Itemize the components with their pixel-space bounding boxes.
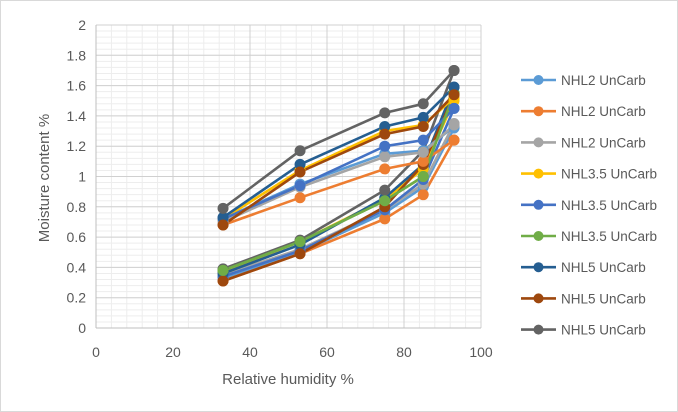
legend-marker — [533, 262, 544, 273]
series-8-point — [417, 121, 429, 133]
series-3-point — [379, 151, 391, 163]
series-8-point — [217, 219, 229, 231]
lower-series-8-point — [217, 275, 229, 287]
legend-item: NHL2 UnCarb — [521, 104, 646, 119]
series-7-point — [417, 111, 429, 123]
legend-item: NHL3.5 UnCarb — [521, 167, 657, 182]
x-tick-label: 80 — [396, 344, 412, 360]
series-9-point — [448, 64, 460, 76]
series-9-point — [217, 202, 229, 214]
legend-item: NHL5 UnCarb — [521, 323, 646, 338]
series-2-point — [448, 134, 460, 146]
series-9-point — [379, 107, 391, 119]
series-5-point — [379, 140, 391, 152]
y-tick-label: 1.8 — [67, 47, 87, 63]
lower-series-2-point — [417, 189, 429, 201]
legend: NHL2 UnCarb NHL2 UnCarb NHL2 UnCarb NHL3.5 … — [521, 73, 657, 338]
series-2-point — [417, 155, 429, 167]
legend-item: NHL5 UnCarb — [521, 291, 646, 306]
legend-marker — [533, 137, 544, 148]
y-axis-ticks: 0 0.2 0.4 0.6 0.8 1 1.2 1.4 1.6 1.8 2 — [67, 17, 87, 336]
series-5-point — [417, 134, 429, 146]
legend-item: NHL5 UnCarb — [521, 260, 646, 275]
series-3-point — [448, 119, 460, 131]
y-tick-label: 2 — [78, 17, 86, 33]
y-tick-label: 0.8 — [67, 199, 87, 215]
x-tick-label: 40 — [242, 344, 258, 360]
y-tick-label: 1 — [78, 169, 86, 185]
series-8-point — [294, 166, 306, 178]
y-tick-label: 0.4 — [67, 259, 87, 275]
x-tick-label: 20 — [165, 344, 181, 360]
series-2-point — [379, 163, 391, 175]
x-axis-ticks: 0 20 40 60 80 100 — [92, 344, 493, 360]
series-9-point — [294, 145, 306, 157]
series-6-point — [379, 195, 391, 207]
y-tick-label: 0 — [78, 320, 86, 336]
legend-label: NHL3.5 UnCarb — [561, 229, 657, 244]
legend-label: NHL2 UnCarb — [561, 135, 646, 150]
major-gridlines — [95, 24, 482, 329]
series-9-point — [417, 98, 429, 110]
lower-series-8-point — [294, 248, 306, 260]
x-axis-title: Relative humidity % — [222, 371, 354, 388]
x-tick-label: 60 — [319, 344, 335, 360]
lower-series-9-point — [379, 184, 391, 196]
legend-marker — [533, 75, 544, 85]
y-tick-label: 0.6 — [67, 229, 87, 245]
series-6-point — [417, 171, 429, 182]
y-axis-title: Moisture content % — [36, 114, 53, 242]
legend-item: NHL2 UnCarb — [521, 73, 646, 88]
legend-item: NHL3.5 UnCarb — [521, 198, 657, 213]
series-2-point — [294, 192, 306, 204]
legend-label: NHL3.5 UnCarb — [561, 198, 657, 213]
lower-series-2-point — [379, 213, 391, 225]
series-6-point — [294, 236, 306, 248]
series-5-point — [294, 180, 306, 192]
legend-marker — [533, 293, 544, 304]
legend-marker — [533, 168, 544, 179]
legend-marker — [533, 106, 544, 117]
legend-item: NHL3.5 UnCarb — [521, 229, 657, 244]
y-tick-label: 0.2 — [67, 290, 87, 306]
legend-marker — [533, 199, 544, 210]
x-tick-label: 0 — [92, 344, 100, 360]
legend-label: NHL5 UnCarb — [561, 260, 646, 275]
legend-label: NHL2 UnCarb — [561, 73, 646, 88]
legend-marker — [533, 231, 544, 241]
legend-label: NHL5 UnCarb — [561, 323, 646, 338]
legend-label: NHL5 UnCarb — [561, 291, 646, 306]
legend-label: NHL3.5 UnCarb — [561, 167, 657, 182]
series-8-point — [379, 128, 391, 140]
series-markers — [217, 64, 460, 287]
series-5-point — [448, 102, 460, 114]
y-tick-label: 1.6 — [67, 78, 87, 94]
x-tick-label: 100 — [469, 344, 493, 360]
legend-label: NHL2 UnCarb — [561, 104, 646, 119]
y-tick-label: 1.4 — [67, 108, 87, 124]
legend-marker — [533, 324, 544, 335]
series-3-point — [417, 146, 429, 158]
legend-item: NHL2 UnCarb — [521, 135, 646, 150]
y-tick-label: 1.2 — [67, 138, 87, 154]
series-6-point — [217, 264, 229, 276]
series-8-point — [448, 89, 460, 101]
